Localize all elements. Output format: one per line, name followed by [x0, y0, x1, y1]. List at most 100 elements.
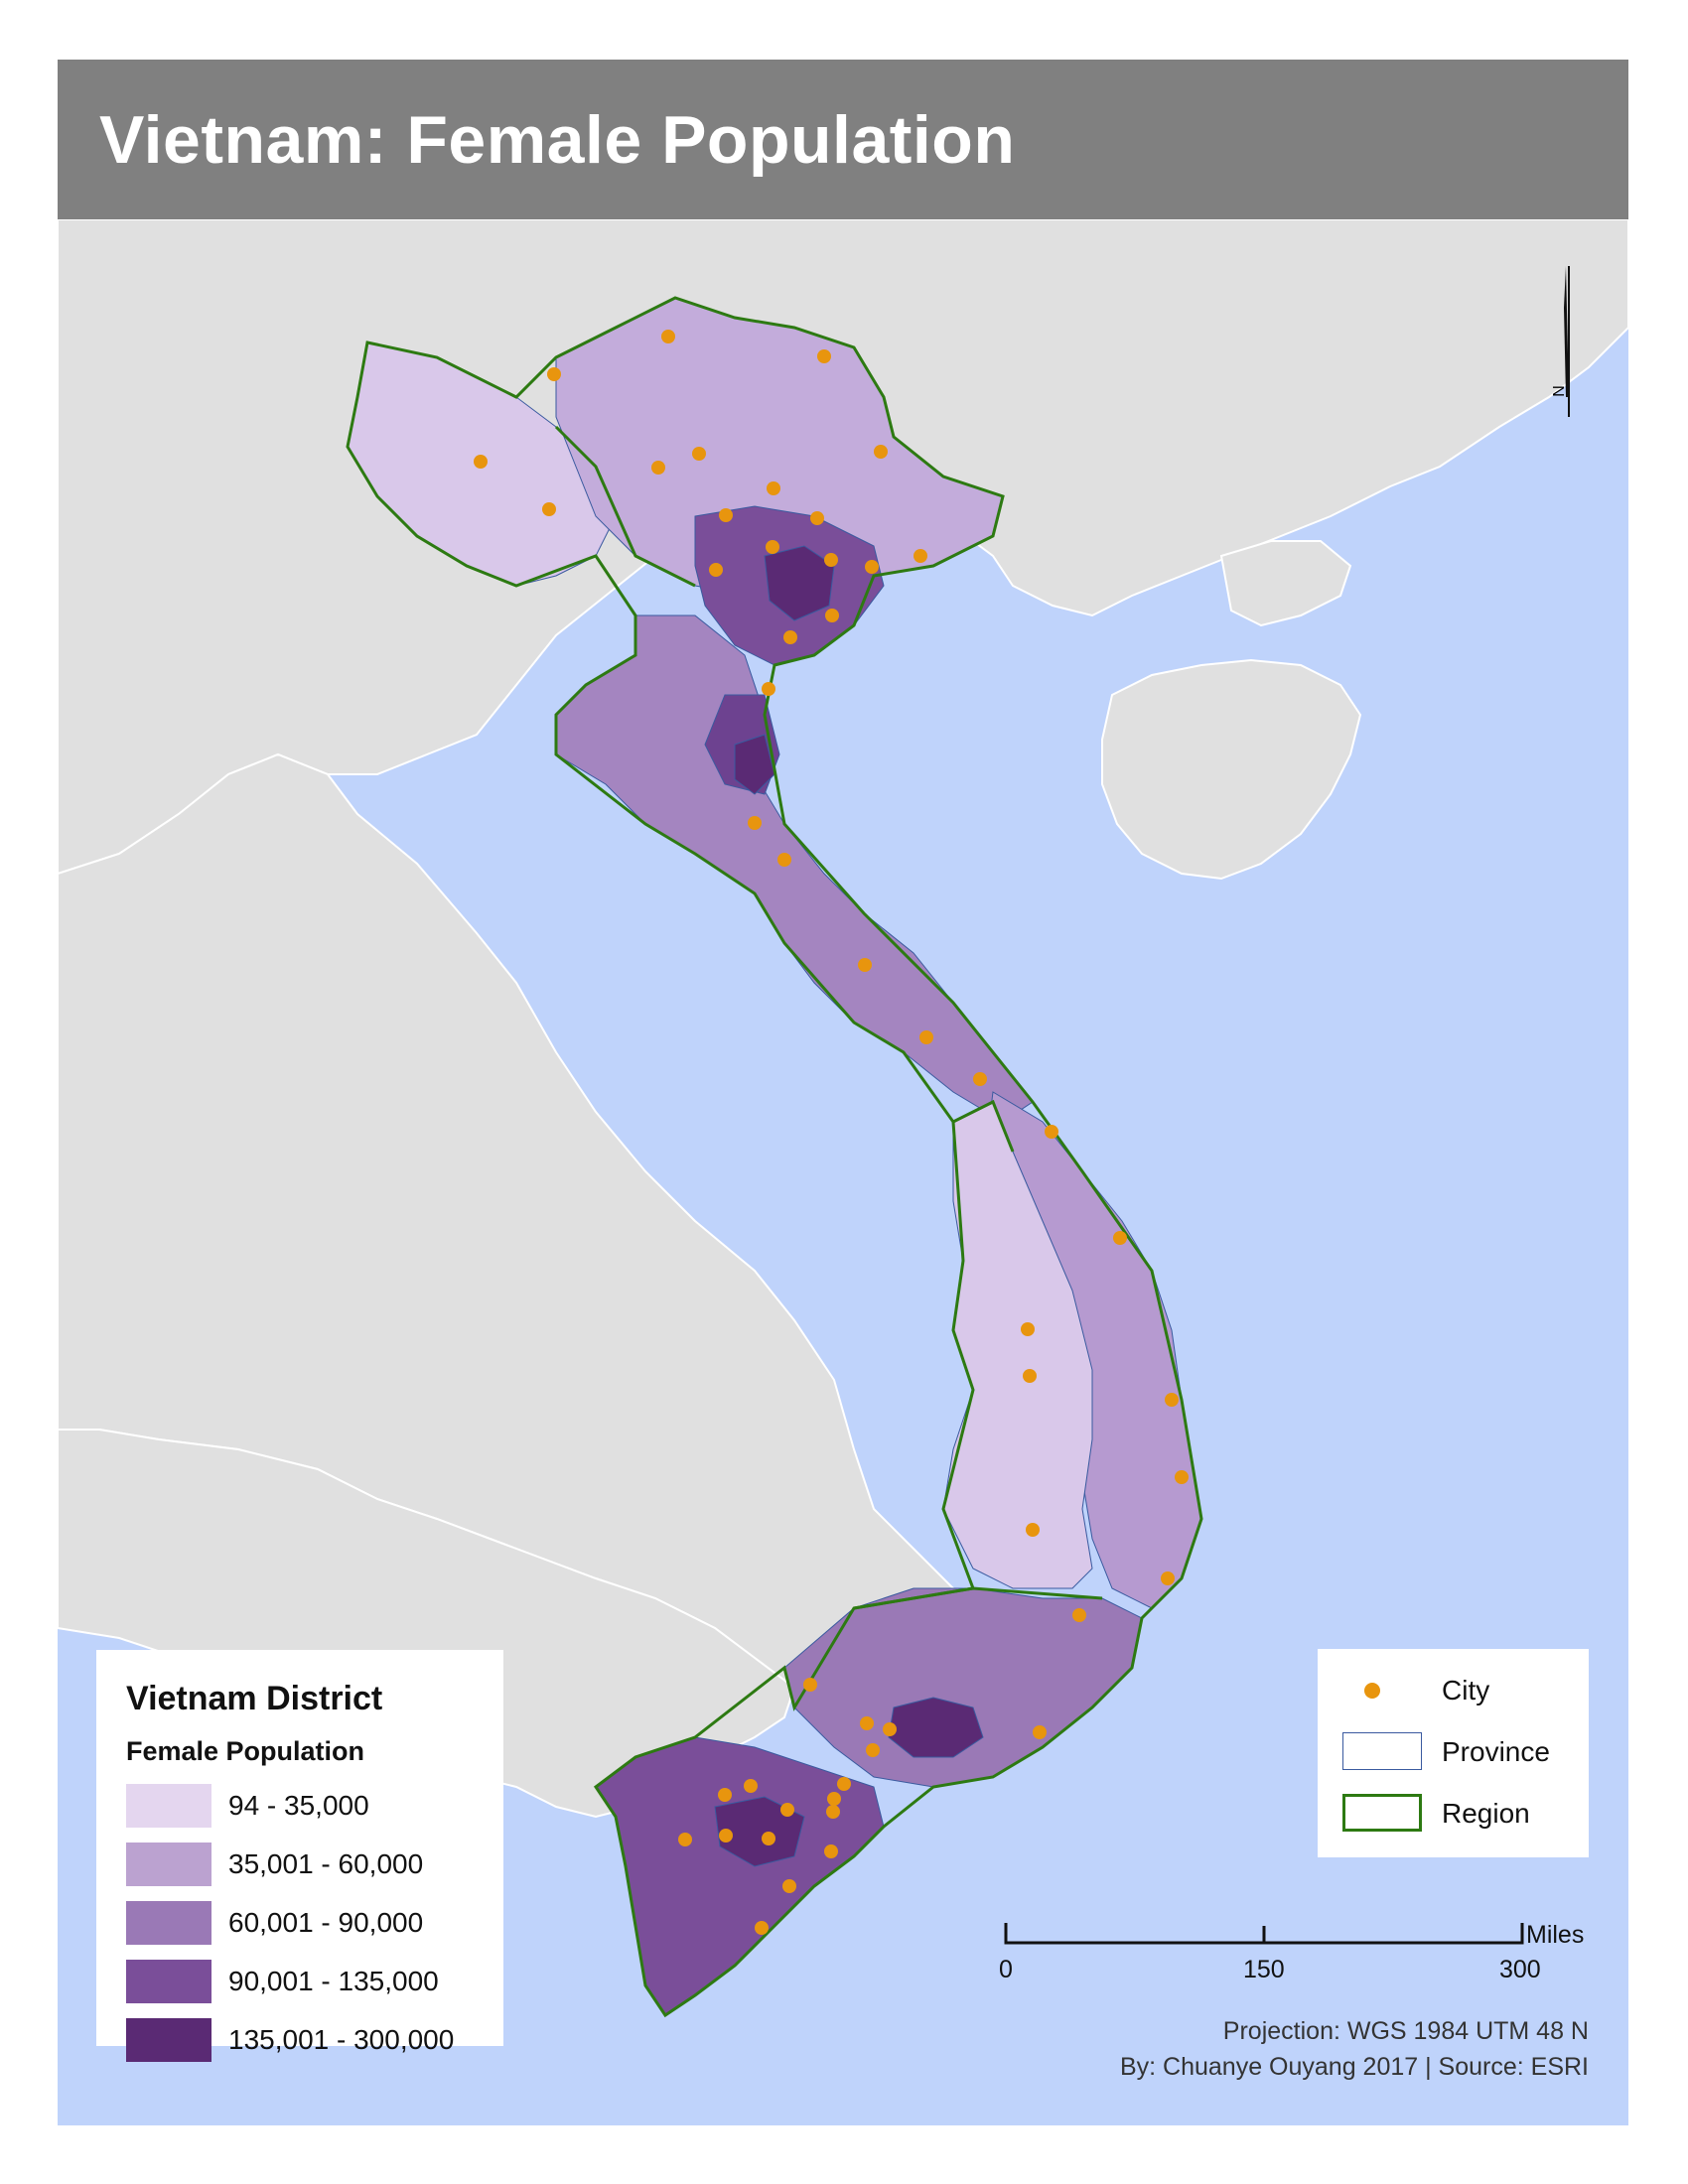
- province-box-icon: [1342, 1732, 1422, 1770]
- city-point: [719, 1829, 733, 1843]
- scale-tick-300: 300: [1499, 1956, 1541, 1983]
- city-point: [824, 1844, 838, 1858]
- city-point: [547, 367, 561, 381]
- north-label: N: [1550, 385, 1568, 397]
- title-bar: Vietnam: Female Population: [58, 60, 1628, 219]
- symbol-legend: City Province Region: [1318, 1649, 1589, 1857]
- map-title: Vietnam: Female Population: [99, 102, 1016, 178]
- legend-label: 94 - 35,000: [228, 1790, 369, 1821]
- north-arrow-shape: [1564, 266, 1569, 397]
- legend-class-2: 35,001 - 60,000: [126, 1843, 493, 1886]
- city-point: [1165, 1393, 1179, 1407]
- scale-tick-150: 150: [1243, 1956, 1285, 1983]
- legend-swatch: [126, 1784, 211, 1828]
- city-point: [744, 1779, 758, 1793]
- region-divider-central: [952, 1099, 1015, 1153]
- legend-region: Region: [1342, 1794, 1581, 1834]
- city-point: [762, 1832, 775, 1845]
- population-legend: Vietnam District Female Population 94 - …: [96, 1650, 503, 2062]
- city-point: [1072, 1608, 1086, 1622]
- city-point: [919, 1030, 933, 1044]
- north-arrow: [1564, 266, 1570, 417]
- city-point: [883, 1722, 897, 1736]
- legend-label: 60,001 - 90,000: [228, 1907, 424, 1938]
- city-point: [718, 1788, 732, 1802]
- city-dot-icon: [1364, 1683, 1380, 1699]
- city-point: [762, 682, 775, 696]
- district-cluster-hanoi: [764, 545, 835, 621]
- city-point: [827, 1792, 841, 1806]
- legend-class-5: 135,001 - 300,000: [126, 2018, 493, 2062]
- city-point: [837, 1777, 851, 1791]
- city-point: [1175, 1470, 1189, 1484]
- city-point: [1161, 1571, 1175, 1585]
- map-canvas: [58, 219, 1628, 2018]
- city-point: [810, 511, 824, 525]
- city-point: [692, 447, 706, 461]
- city-point: [1026, 1523, 1040, 1537]
- legend-class-3: 60,001 - 90,000: [126, 1901, 493, 1945]
- scale-bar: [1004, 1923, 1524, 1945]
- projection-text: Projection: WGS 1984 UTM 48 N: [1222, 2017, 1589, 2045]
- city-point: [783, 630, 797, 644]
- city-point: [661, 330, 675, 343]
- legend-city-label: City: [1442, 1675, 1490, 1706]
- legend-swatch: [126, 1843, 211, 1886]
- city-points: [474, 330, 1189, 1935]
- city-point: [1023, 1369, 1037, 1383]
- city-point: [651, 461, 665, 475]
- legend-swatch: [126, 2018, 211, 2062]
- legend-class-1: 94 - 35,000: [126, 1784, 493, 1828]
- city-point: [767, 481, 780, 495]
- legend-label: 35,001 - 60,000: [228, 1848, 424, 1879]
- city-point: [865, 560, 879, 574]
- region-boundaries: [346, 296, 1203, 2018]
- city-point: [860, 1716, 874, 1730]
- city-point: [755, 1921, 769, 1935]
- city-point: [766, 540, 779, 554]
- legend-label: 135,001 - 300,000: [228, 2024, 455, 2055]
- city-point: [973, 1072, 987, 1086]
- city-point: [678, 1833, 692, 1846]
- region-north-central: [555, 614, 1034, 1123]
- city-point: [1113, 1231, 1127, 1245]
- vietnam-districts: [347, 297, 1202, 2016]
- city-point: [780, 1803, 794, 1817]
- legend-region-label: Region: [1442, 1798, 1530, 1829]
- region-divider-south: [853, 1586, 1103, 1610]
- credits: Projection: WGS 1984 UTM 48 N By: Chuany…: [993, 2017, 1589, 2087]
- city-point: [824, 553, 838, 567]
- scale-unit: Miles: [1526, 1921, 1585, 1949]
- city-point: [474, 455, 488, 469]
- district-cluster-thanh-hoa: [734, 734, 775, 795]
- region-divider-north: [554, 425, 696, 588]
- city-point: [1045, 1125, 1058, 1139]
- author-text: By: Chuanye Ouyang 2017 | Source: ESRI: [1119, 2053, 1589, 2081]
- legend-city: City: [1342, 1671, 1581, 1710]
- legend-swatch: [126, 1960, 211, 2003]
- city-point: [874, 445, 888, 459]
- scale-tick-0: 0: [999, 1956, 1013, 1983]
- legend-title: Vietnam District: [126, 1680, 383, 1717]
- region-box-icon: [1342, 1794, 1422, 1832]
- city-point: [825, 609, 839, 622]
- legend-subtitle: Female Population: [126, 1736, 365, 1766]
- city-point: [777, 853, 791, 867]
- city-point: [858, 958, 872, 972]
- city-point: [866, 1743, 880, 1757]
- vietnam-outline: [346, 296, 1203, 2018]
- legend-swatch: [126, 1901, 211, 1945]
- city-point: [1033, 1725, 1047, 1739]
- city-point: [748, 816, 762, 830]
- legend-province-label: Province: [1442, 1736, 1550, 1767]
- district-cluster-mekong: [714, 1796, 805, 1867]
- city-point: [803, 1678, 817, 1692]
- legend-class-4: 90,001 - 135,000: [126, 1960, 493, 2003]
- leizhou-peninsula: [1219, 540, 1352, 627]
- city-point: [1021, 1322, 1035, 1336]
- city-point: [709, 563, 723, 577]
- district-cluster-saigon: [888, 1697, 984, 1758]
- legend-province: Province: [1342, 1732, 1581, 1772]
- city-point: [719, 508, 733, 522]
- legend-label: 90,001 - 135,000: [228, 1966, 439, 1996]
